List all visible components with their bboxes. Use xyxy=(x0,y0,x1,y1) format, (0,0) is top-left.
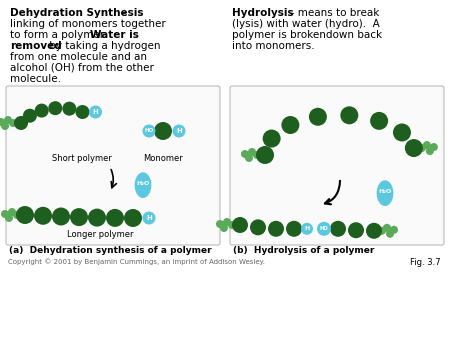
Text: molecule.: molecule. xyxy=(10,74,61,84)
Circle shape xyxy=(263,129,281,148)
Circle shape xyxy=(172,124,185,138)
Circle shape xyxy=(8,208,16,216)
Text: H₂O: H₂O xyxy=(378,189,392,194)
Text: H: H xyxy=(176,128,182,134)
Circle shape xyxy=(63,102,76,116)
Circle shape xyxy=(340,106,358,124)
Text: Short polymer: Short polymer xyxy=(52,154,112,163)
Circle shape xyxy=(253,151,261,159)
Circle shape xyxy=(423,141,431,149)
Circle shape xyxy=(348,222,364,238)
Circle shape xyxy=(248,148,256,156)
Circle shape xyxy=(301,223,313,235)
Circle shape xyxy=(366,223,382,239)
Text: H: H xyxy=(146,215,152,221)
Circle shape xyxy=(405,139,423,157)
Text: alcohol (OH) from the other: alcohol (OH) from the other xyxy=(10,63,154,73)
Circle shape xyxy=(88,209,106,226)
Circle shape xyxy=(76,105,90,119)
Circle shape xyxy=(386,230,394,238)
Text: by taking a hydrogen: by taking a hydrogen xyxy=(46,41,161,51)
Circle shape xyxy=(430,143,438,151)
Circle shape xyxy=(1,122,9,130)
Text: Longer polymer: Longer polymer xyxy=(67,230,133,239)
Circle shape xyxy=(89,105,102,119)
Text: Monomer: Monomer xyxy=(143,154,183,163)
Circle shape xyxy=(35,103,49,118)
Circle shape xyxy=(143,212,156,224)
Circle shape xyxy=(393,123,411,142)
Circle shape xyxy=(281,116,299,134)
Circle shape xyxy=(286,221,302,237)
Circle shape xyxy=(309,108,327,126)
Circle shape xyxy=(4,116,12,124)
Text: (b)  Hydrolysis of a polymer: (b) Hydrolysis of a polymer xyxy=(233,246,374,255)
Text: to form a polymer.: to form a polymer. xyxy=(10,30,113,40)
Text: H: H xyxy=(304,226,310,231)
Text: (a)  Dehydration synthesis of a polymer: (a) Dehydration synthesis of a polymer xyxy=(9,246,211,255)
Circle shape xyxy=(330,221,346,237)
Circle shape xyxy=(268,221,284,237)
Text: H₂O: H₂O xyxy=(136,181,149,186)
Circle shape xyxy=(390,226,398,234)
Text: Hydrolysis: Hydrolysis xyxy=(232,8,293,18)
Text: removed: removed xyxy=(10,41,62,51)
Circle shape xyxy=(220,224,228,232)
Circle shape xyxy=(23,109,37,123)
Circle shape xyxy=(228,221,236,229)
Text: –: – xyxy=(118,8,126,18)
Circle shape xyxy=(250,219,266,235)
Circle shape xyxy=(216,220,224,228)
Circle shape xyxy=(1,210,9,218)
Circle shape xyxy=(143,124,156,138)
Circle shape xyxy=(52,208,70,225)
Circle shape xyxy=(426,147,434,155)
Text: Water is: Water is xyxy=(90,30,139,40)
FancyBboxPatch shape xyxy=(6,86,220,245)
Polygon shape xyxy=(378,181,393,205)
Circle shape xyxy=(245,154,253,162)
Text: – means to break: – means to break xyxy=(286,8,379,18)
Text: Dehydration Synthesis: Dehydration Synthesis xyxy=(10,8,144,18)
Circle shape xyxy=(232,217,248,233)
Circle shape xyxy=(154,122,172,140)
Circle shape xyxy=(124,209,142,227)
Circle shape xyxy=(9,119,17,127)
Circle shape xyxy=(317,222,331,236)
Circle shape xyxy=(13,211,21,219)
Circle shape xyxy=(378,227,386,235)
Circle shape xyxy=(223,218,231,226)
Circle shape xyxy=(70,208,88,226)
Circle shape xyxy=(106,209,124,227)
Text: into monomers.: into monomers. xyxy=(232,41,315,51)
Circle shape xyxy=(241,150,249,158)
Circle shape xyxy=(14,116,28,130)
Circle shape xyxy=(16,206,34,224)
Text: HO: HO xyxy=(144,128,153,134)
Circle shape xyxy=(418,144,426,152)
Text: (lysis) with water (hydro).  A: (lysis) with water (hydro). A xyxy=(232,19,380,29)
FancyBboxPatch shape xyxy=(230,86,444,245)
Text: Fig. 3.7: Fig. 3.7 xyxy=(410,258,441,267)
Polygon shape xyxy=(135,173,151,197)
Text: polymer is brokendown back: polymer is brokendown back xyxy=(232,30,382,40)
Circle shape xyxy=(34,207,52,225)
Text: H: H xyxy=(93,109,99,115)
Circle shape xyxy=(383,224,391,232)
Circle shape xyxy=(0,118,5,126)
Text: Copyright © 2001 by Benjamin Cummings, an imprint of Addison Wesley.: Copyright © 2001 by Benjamin Cummings, a… xyxy=(8,258,265,265)
Text: from one molecule and an: from one molecule and an xyxy=(10,52,147,62)
Circle shape xyxy=(256,146,274,164)
Text: linking of monomers together: linking of monomers together xyxy=(10,19,166,29)
Circle shape xyxy=(370,112,388,130)
Circle shape xyxy=(5,214,13,222)
Text: HO: HO xyxy=(320,226,328,231)
Circle shape xyxy=(48,101,62,115)
